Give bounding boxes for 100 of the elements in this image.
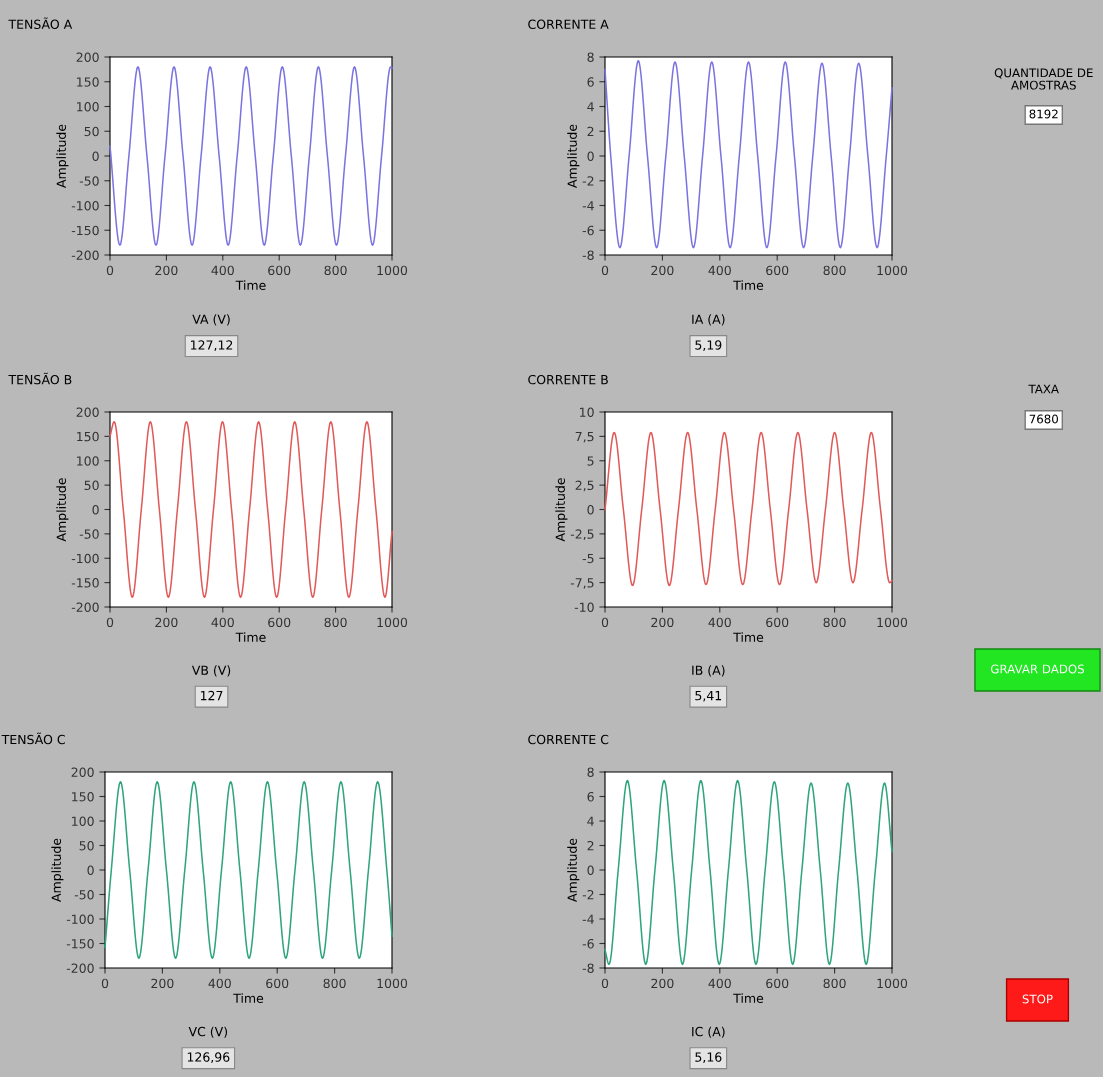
text: GRAVAR DADOS <box>990 664 1085 674</box>
y-tick-label: 8 <box>587 52 594 62</box>
y-tick-label: 0 <box>587 151 594 161</box>
y-tick-label: 0 <box>92 151 99 161</box>
x-tick-label: 800 <box>823 265 846 276</box>
y-axis-title: Amplitude <box>56 124 69 188</box>
text: VC (V) <box>188 1026 228 1038</box>
y-tick-label: -200 <box>71 250 99 260</box>
y-tick-label: 6 <box>587 77 594 87</box>
x-tick-label: 800 <box>823 978 846 989</box>
y-tick-label: 200 <box>71 767 94 777</box>
text: 127,12 <box>191 340 233 351</box>
text: QUANTIDADE DE AMOSTRAS <box>994 68 1093 90</box>
x-tick-label: 200 <box>155 617 178 628</box>
y-tick-label: -150 <box>71 225 99 236</box>
x-tick-label: 1000 <box>377 978 408 989</box>
x-tick-label: 1000 <box>377 265 408 276</box>
y-tick-label: 6 <box>587 791 594 802</box>
x-tick-label: 600 <box>266 978 289 989</box>
text: 8192 <box>1029 109 1058 119</box>
text: 5,19 <box>695 340 722 351</box>
y-tick-label: 150 <box>72 791 94 802</box>
x-tick-label: 400 <box>211 617 234 628</box>
text: 5,16 <box>695 1052 722 1064</box>
x-tick-label: 200 <box>155 265 178 276</box>
y-tick-label: 150 <box>77 431 99 442</box>
y-tick-label: -7,5 <box>570 578 594 589</box>
x-axis-title: Time <box>235 632 266 642</box>
x-axis-title: Time <box>733 280 764 290</box>
x-tick-label: 200 <box>651 978 674 989</box>
y-axis-title: Amplitude <box>567 838 580 902</box>
x-tick-label: 400 <box>708 265 731 276</box>
text: 126,96 <box>187 1052 230 1064</box>
x-tick-label: 1000 <box>377 617 408 628</box>
text: 127 <box>200 690 223 701</box>
y-axis-title: Amplitude <box>567 124 580 188</box>
y-tick-label: 10 <box>580 407 594 417</box>
y-tick-label: -8 <box>582 250 594 260</box>
y-tick-label: -100 <box>71 553 99 564</box>
x-axis-title: Time <box>733 993 764 1003</box>
y-tick-label: -2,5 <box>570 529 594 541</box>
chart-title: TENSÃO A <box>8 17 73 30</box>
x-tick-label: 200 <box>651 617 674 628</box>
x-tick-label: 400 <box>708 978 731 989</box>
x-tick-label: 600 <box>766 265 789 276</box>
x-tick-label: 200 <box>651 265 674 276</box>
y-tick-label: -8 <box>582 963 594 973</box>
y-tick-label: -50 <box>79 176 99 186</box>
chart-title: CORRENTE C <box>528 734 609 745</box>
x-tick-label: 400 <box>211 265 234 276</box>
y-tick-label: -50 <box>79 529 99 539</box>
y-tick-label: 100 <box>72 816 94 826</box>
y-tick-label: -2 <box>582 176 594 186</box>
x-tick-label: 800 <box>823 617 846 628</box>
y-tick-label: -5 <box>582 553 594 564</box>
y-tick-label: -6 <box>582 938 594 949</box>
x-tick-label: 400 <box>708 617 731 628</box>
y-tick-label: -100 <box>71 200 99 211</box>
y-tick-label: 100 <box>77 456 99 466</box>
y-tick-label: 0 <box>587 504 594 515</box>
y-axis-title: Amplitude <box>555 478 568 542</box>
y-tick-label: -10 <box>574 602 594 612</box>
y-tick-label: 0 <box>92 504 99 515</box>
chart-title: CORRENTE B <box>528 374 608 385</box>
y-tick-label: 200 <box>76 52 99 62</box>
y-tick-label: -100 <box>66 914 94 924</box>
y-tick-label: 50 <box>79 840 94 851</box>
y-tick-label: 50 <box>84 126 99 137</box>
y-tick-label: 7,5 <box>575 432 594 443</box>
chart-title: TENSÃO C <box>1 732 65 745</box>
text: VB (V) <box>191 665 231 677</box>
x-tick-label: 600 <box>268 265 291 276</box>
x-tick-label: 0 <box>601 978 609 989</box>
chart-title: TENSÃO B <box>8 372 72 385</box>
y-tick-label: -4 <box>582 201 594 211</box>
y-tick-label: -150 <box>66 938 94 949</box>
x-tick-label: 800 <box>323 978 346 989</box>
y-tick-label: -50 <box>74 889 94 900</box>
chart-title: CORRENTE A <box>528 19 609 30</box>
text: 5,41 <box>695 691 722 702</box>
y-tick-label: 2,5 <box>575 480 594 492</box>
x-tick-label: 0 <box>106 617 114 628</box>
x-axis-title: Time <box>235 280 266 290</box>
y-tick-label: 2 <box>587 126 594 136</box>
y-tick-label: 4 <box>587 102 594 112</box>
text: IA (A) <box>692 314 725 326</box>
text: IB (A) <box>692 665 725 677</box>
text: IC (A) <box>692 1026 725 1038</box>
x-tick-label: 800 <box>324 265 347 276</box>
x-tick-label: 400 <box>208 978 231 989</box>
x-tick-label: 800 <box>324 617 347 628</box>
y-tick-label: 200 <box>76 407 99 417</box>
y-tick-label: -6 <box>582 225 594 236</box>
y-tick-label: 0 <box>87 865 94 875</box>
y-tick-label: 4 <box>587 816 594 826</box>
x-tick-label: 0 <box>601 265 609 276</box>
x-tick-label: 200 <box>151 978 174 989</box>
x-tick-label: 0 <box>601 617 609 628</box>
x-tick-label: 0 <box>101 978 109 989</box>
x-tick-label: 1000 <box>877 978 908 989</box>
